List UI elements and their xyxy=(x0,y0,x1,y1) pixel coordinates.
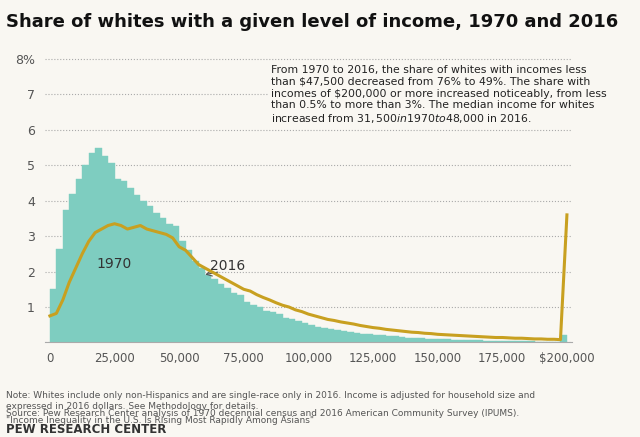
Bar xyxy=(509,341,515,343)
Bar xyxy=(276,314,282,343)
Bar xyxy=(321,328,328,343)
Bar xyxy=(231,293,237,343)
Bar xyxy=(211,279,218,343)
Bar xyxy=(160,218,166,343)
Bar xyxy=(269,312,276,343)
Bar xyxy=(496,341,502,343)
Bar xyxy=(244,302,250,343)
Bar xyxy=(392,336,399,343)
Bar xyxy=(237,295,244,343)
Bar xyxy=(373,335,380,343)
Bar xyxy=(534,342,541,343)
Text: Note: Whites include only non-Hispanics and are single-race only in 2016. Income: Note: Whites include only non-Hispanics … xyxy=(6,391,536,400)
Bar xyxy=(451,340,457,343)
Bar xyxy=(173,225,179,343)
Bar xyxy=(476,340,483,343)
Bar xyxy=(140,201,147,343)
Bar xyxy=(56,249,63,343)
Bar xyxy=(502,341,509,343)
Bar xyxy=(282,318,289,343)
Bar xyxy=(367,334,373,343)
Bar xyxy=(296,321,302,343)
Bar xyxy=(548,342,554,343)
Bar xyxy=(386,336,392,343)
Bar xyxy=(561,335,567,343)
Bar xyxy=(425,339,431,343)
Bar xyxy=(438,339,444,343)
Bar xyxy=(554,342,561,343)
Bar xyxy=(340,331,347,343)
Bar xyxy=(463,340,470,343)
Bar xyxy=(89,153,95,343)
Bar xyxy=(522,341,528,343)
Bar xyxy=(225,288,231,343)
Bar xyxy=(205,275,211,343)
Text: expressed in 2016 dollars. See Methodology for details.: expressed in 2016 dollars. See Methodolo… xyxy=(6,402,259,411)
Bar xyxy=(328,329,334,343)
Bar xyxy=(76,180,82,343)
Bar xyxy=(483,341,490,343)
Text: From 1970 to 2016, the share of whites with incomes less
than $47,500 decreased : From 1970 to 2016, the share of whites w… xyxy=(271,65,607,125)
Bar xyxy=(179,242,186,343)
Text: 1970: 1970 xyxy=(97,257,132,271)
Bar xyxy=(250,305,257,343)
Bar xyxy=(134,195,140,343)
Bar xyxy=(360,333,367,343)
Bar xyxy=(263,311,269,343)
Bar xyxy=(347,332,354,343)
Bar xyxy=(431,339,438,343)
Bar xyxy=(218,284,225,343)
Bar xyxy=(95,148,102,343)
Text: "Income Inequality in the U.S. Is Rising Most Rapidly Among Asians": "Income Inequality in the U.S. Is Rising… xyxy=(6,416,314,425)
Bar xyxy=(399,337,405,343)
Bar xyxy=(457,340,463,343)
Bar xyxy=(354,333,360,343)
Bar xyxy=(108,163,115,343)
Bar xyxy=(412,338,419,343)
Bar xyxy=(541,342,548,343)
Text: Share of whites with a given level of income, 1970 and 2016: Share of whites with a given level of in… xyxy=(6,13,619,31)
Bar xyxy=(528,341,534,343)
Bar xyxy=(315,326,321,343)
Bar xyxy=(444,339,451,343)
Bar xyxy=(50,289,56,343)
Bar xyxy=(102,156,108,343)
Bar xyxy=(302,323,308,343)
Bar xyxy=(147,206,154,343)
Bar xyxy=(63,210,69,343)
Bar xyxy=(69,194,76,343)
Bar xyxy=(257,307,263,343)
Text: Source: Pew Research Center analysis of 1970 decennial census and 2016 American : Source: Pew Research Center analysis of … xyxy=(6,409,520,418)
Bar xyxy=(289,319,296,343)
Text: PEW RESEARCH CENTER: PEW RESEARCH CENTER xyxy=(6,423,167,436)
Bar xyxy=(198,268,205,343)
Bar xyxy=(154,213,160,343)
Bar xyxy=(82,165,89,343)
Bar xyxy=(308,325,315,343)
Bar xyxy=(121,181,127,343)
Bar xyxy=(115,180,121,343)
Bar xyxy=(490,341,496,343)
Bar xyxy=(334,330,340,343)
Bar xyxy=(127,188,134,343)
Bar xyxy=(405,337,412,343)
Bar xyxy=(380,335,386,343)
Bar xyxy=(515,341,522,343)
Text: 2016: 2016 xyxy=(210,259,245,273)
Bar xyxy=(419,338,425,343)
Bar xyxy=(192,261,198,343)
Bar xyxy=(470,340,476,343)
Bar xyxy=(166,224,173,343)
Bar xyxy=(186,250,192,343)
